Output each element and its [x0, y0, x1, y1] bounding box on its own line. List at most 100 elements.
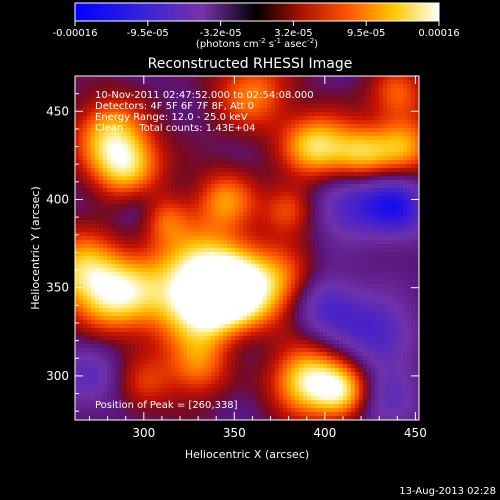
heatmap-cell	[351, 76, 356, 81]
heatmap-cell	[183, 176, 188, 181]
heatmap-cell	[99, 144, 104, 149]
heatmap-cell	[231, 252, 236, 257]
heatmap-cell	[255, 236, 260, 241]
heatmap-cell	[403, 252, 408, 257]
heatmap-cell	[127, 292, 132, 297]
heatmap-cell	[139, 124, 144, 129]
heatmap-cell	[287, 160, 292, 165]
heatmap-cell	[191, 176, 196, 181]
heatmap-cell	[83, 248, 88, 253]
heatmap-cell	[391, 192, 396, 197]
heatmap-cell	[107, 236, 112, 241]
heatmap-cell	[179, 124, 184, 129]
heatmap-cell	[95, 136, 100, 141]
heatmap-cell	[215, 180, 220, 185]
heatmap-cell	[283, 256, 288, 261]
heatmap-cell	[367, 224, 372, 229]
heatmap-cell	[379, 260, 384, 265]
heatmap-cell	[247, 224, 252, 229]
heatmap-cell	[311, 132, 316, 137]
heatmap-cell	[243, 232, 248, 237]
heatmap-cell	[135, 148, 140, 153]
heatmap-cell	[131, 184, 136, 189]
heatmap-cell	[99, 260, 104, 265]
heatmap-cell	[91, 216, 96, 221]
heatmap-cell	[259, 160, 264, 165]
heatmap-cell	[175, 264, 180, 269]
heatmap-cell	[115, 76, 120, 81]
heatmap-cell	[231, 216, 236, 221]
heatmap-cell	[131, 280, 136, 285]
heatmap-cell	[303, 160, 308, 165]
heatmap-cell	[123, 192, 128, 197]
heatmap-cell	[311, 112, 316, 117]
heatmap-cell	[139, 296, 144, 301]
heatmap-cell	[179, 88, 184, 93]
heatmap-cell	[155, 272, 160, 277]
heatmap-cell	[203, 236, 208, 241]
heatmap-cell	[199, 112, 204, 117]
heatmap-cell	[243, 268, 248, 273]
heatmap-cell	[159, 276, 164, 281]
heatmap-cell	[215, 140, 220, 145]
heatmap-cell	[227, 124, 232, 129]
heatmap-cell	[335, 152, 340, 157]
heatmap-cell	[103, 108, 108, 113]
heatmap-cell	[307, 220, 312, 225]
heatmap-cell	[347, 304, 352, 309]
heatmap-cell	[155, 264, 160, 269]
heatmap-cell	[303, 192, 308, 197]
heatmap-cell	[187, 204, 192, 209]
heatmap-cell	[123, 272, 128, 277]
heatmap-cell	[115, 304, 120, 309]
heatmap-cell	[79, 188, 84, 193]
heatmap-cell	[179, 104, 184, 109]
heatmap-cell	[231, 280, 236, 285]
heatmap-cell	[199, 164, 204, 169]
heatmap-cell	[339, 292, 344, 297]
heatmap-cell	[87, 168, 92, 173]
heatmap-cell	[391, 292, 396, 297]
heatmap-cell	[359, 228, 364, 233]
heatmap-cell	[167, 184, 172, 189]
heatmap-cell	[279, 92, 284, 97]
heatmap-cell	[415, 104, 419, 109]
heatmap-cell	[363, 224, 368, 229]
heatmap-cell	[355, 252, 360, 257]
heatmap-cell	[91, 136, 96, 141]
heatmap-cell	[383, 104, 388, 109]
heatmap-cell	[295, 104, 300, 109]
heatmap-cell	[255, 76, 260, 81]
heatmap-cell	[175, 116, 180, 121]
heatmap-cell	[147, 300, 152, 305]
heatmap-cell	[375, 148, 380, 153]
heatmap-cell	[227, 268, 232, 273]
heatmap-cell	[407, 296, 412, 301]
heatmap-cell	[295, 260, 300, 265]
heatmap-cell	[291, 232, 296, 237]
heatmap-cell	[303, 120, 308, 125]
heatmap-cell	[359, 152, 364, 157]
heatmap-cell	[171, 140, 176, 145]
heatmap-cell	[99, 208, 104, 213]
heatmap-cell	[83, 156, 88, 161]
heatmap-cell	[219, 192, 224, 197]
heatmap-cell	[171, 176, 176, 181]
heatmap-cell	[91, 168, 96, 173]
heatmap-cell	[407, 92, 412, 97]
heatmap-cell	[195, 276, 200, 281]
heatmap-cell	[87, 100, 92, 105]
heatmap-cell	[175, 128, 180, 133]
heatmap-cell	[119, 92, 124, 97]
heatmap-cell	[287, 188, 292, 193]
heatmap-cell	[303, 104, 308, 109]
heatmap-cell	[151, 232, 156, 237]
heatmap-cell	[247, 140, 252, 145]
heatmap-cell	[235, 188, 240, 193]
heatmap-cell	[199, 244, 204, 249]
heatmap-cell	[295, 156, 300, 161]
heatmap-cell	[255, 184, 260, 189]
heatmap-cell	[215, 220, 220, 225]
heatmap-cell	[347, 200, 352, 205]
heatmap-cell	[251, 240, 256, 245]
